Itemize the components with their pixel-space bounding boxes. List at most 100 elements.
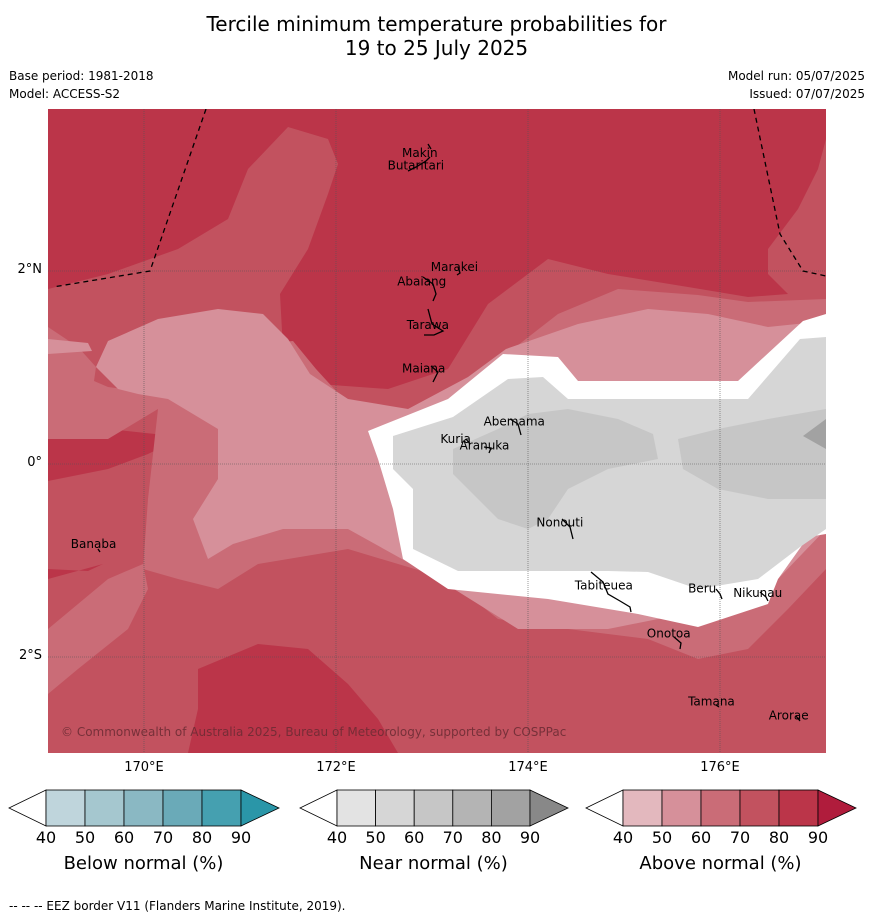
colorbar-1-tick-2: 60 (404, 828, 425, 847)
title-line-1: Tercile minimum temperature probabilitie… (206, 12, 667, 36)
lat-label-1: 0° (27, 455, 42, 470)
colorbar-0-segment-0 (45, 789, 86, 827)
island-label-beru: Beru (688, 581, 716, 595)
model-name: Model: ACCESS-S2 (9, 87, 121, 101)
colorbar-1-segment-2 (413, 789, 454, 827)
colorbar-0-tick-3: 70 (152, 828, 174, 847)
colorbar-2-segment-4 (778, 789, 819, 827)
contour-above-80-sliver (48, 564, 103, 579)
colorbar-2-tick-5: 90 (807, 828, 829, 847)
colorbar-1 (299, 789, 569, 827)
eez-border-west (52, 109, 207, 288)
contour-above-80-north (48, 109, 826, 389)
lon-label-1: 172°E (316, 760, 356, 775)
contour-near-50-west (453, 409, 658, 529)
colorbar-2-segment-1 (661, 789, 702, 827)
island-outline-kuria (465, 438, 471, 445)
island-outline-aranuka (483, 446, 492, 454)
lon-label-2: 174°E (508, 760, 548, 775)
colorbar-1-segment-0 (336, 789, 376, 827)
island-outline-tamana (715, 704, 720, 708)
contour-near-80 (803, 419, 826, 449)
colorbar-1-tick-4: 80 (481, 828, 502, 847)
island-outline-butaritari (407, 156, 431, 172)
island-outline-beru (715, 588, 723, 600)
colorbar-2-segment-0 (622, 789, 663, 827)
copyright-note: © Commonwealth of Australia 2025, Bureau… (61, 725, 566, 739)
contour-above-80-west (48, 427, 183, 481)
island-outline-onotoa (673, 636, 682, 650)
contour-above-50-tip (48, 339, 92, 354)
island-label-butaritari: Butaritari (388, 159, 445, 173)
colorbar-1-min-extend (299, 789, 338, 827)
island-outline-tabiteuea (590, 571, 632, 613)
eez-border-note: -- -- -- EEZ border V11 (Flanders Marine… (9, 899, 346, 913)
island-label-onotoa: Onotoa (647, 627, 691, 641)
colorbar-0-label: Below normal (%) (63, 853, 224, 874)
island-label-maiana: Maiana (402, 361, 445, 375)
island-label-nikunau: Nikunau (733, 586, 782, 600)
colorbar-2-min-extend (585, 789, 624, 827)
lat-label-2: 2°S (18, 648, 42, 663)
island-label-abemama: Abemama (484, 414, 545, 428)
eez-border-east (753, 109, 826, 277)
colorbar-1-max-extend (529, 789, 569, 827)
lat-label-0: 2°N (17, 262, 43, 277)
colorbar-0-segment-4 (201, 789, 242, 827)
island-label-abaiang: Abaiang (397, 274, 446, 288)
island-label-tabiteuea: Tabiteuea (574, 578, 633, 592)
issued-date: Issued: 07/07/2025 (749, 87, 865, 101)
island-label-kuria: Kuria (440, 432, 471, 446)
colorbar-0-tick-5: 90 (230, 828, 252, 847)
colorbar-2-tick-3: 70 (729, 828, 751, 847)
island-label-arorae: Arorae (769, 709, 809, 723)
colorbar-0-tick-4: 80 (191, 828, 213, 847)
island-outline-marakei (456, 266, 461, 276)
colorbar-2-tick-1: 50 (651, 828, 673, 847)
island-outline-abaiang (422, 276, 437, 302)
eez-borders (52, 109, 826, 288)
island-label-makin: Makin (402, 146, 438, 160)
island-outline-arorae (795, 715, 801, 722)
colorbar-2 (585, 789, 857, 827)
colorbar-1-tick-3: 70 (442, 828, 463, 847)
colorbar-0-segment-2 (123, 789, 164, 827)
colorbar-0-tick-1: 50 (74, 828, 96, 847)
colorbar-2-max-extend (817, 789, 857, 827)
title-line-2: 19 to 25 July 2025 (344, 36, 529, 60)
base-period: Base period: 1981-2018 (9, 69, 154, 83)
island-label-marakei: Marakei (431, 260, 478, 274)
colorbar-2-tick-4: 80 (768, 828, 790, 847)
graticule (48, 109, 826, 753)
island-label-nonouti: Nonouti (536, 516, 583, 530)
colorbar-2-tick-2: 60 (690, 828, 712, 847)
lon-label-0: 170°E (124, 760, 164, 775)
colorbar-2-label: Above normal (%) (639, 853, 802, 874)
lon-label-3: 176°E (700, 760, 740, 775)
model-run-date: Model run: 05/07/2025 (727, 69, 865, 83)
island-label-banaba: Banaba (71, 537, 117, 551)
colorbar-2-segment-3 (739, 789, 780, 827)
island-outlines (97, 143, 801, 722)
colorbar-1-segment-3 (452, 789, 492, 827)
colorbar-0 (8, 789, 280, 827)
colorbar-1-tick-0: 40 (326, 828, 348, 847)
island-outline-maiana (430, 365, 439, 383)
island-outline-abemama (509, 418, 522, 436)
contour-above-60-southwest (48, 564, 148, 694)
colorbar-1-tick-1: 50 (365, 828, 386, 847)
map-title: Tercile minimum temperature probabilitie… (0, 12, 873, 60)
contour-above-80-south (188, 644, 398, 753)
colorbar-0-tick-2: 60 (113, 828, 135, 847)
colorbar-2-segment-2 (700, 789, 741, 827)
colorbar-1-tick-5: 90 (519, 828, 541, 847)
island-label-tamana: Tamana (687, 694, 735, 708)
colorbar-1-segment-4 (490, 789, 531, 827)
contour-near-50-east (678, 409, 826, 499)
meta-right: Model run: 05/07/2025 Issued: 07/07/2025 (728, 67, 865, 103)
colorbar-0-segment-1 (84, 789, 125, 827)
colorbar-1-label: Near normal (%) (359, 853, 508, 874)
colorbar-0-min-extend (8, 789, 47, 827)
island-label-tarawa: Tarawa (406, 318, 449, 332)
